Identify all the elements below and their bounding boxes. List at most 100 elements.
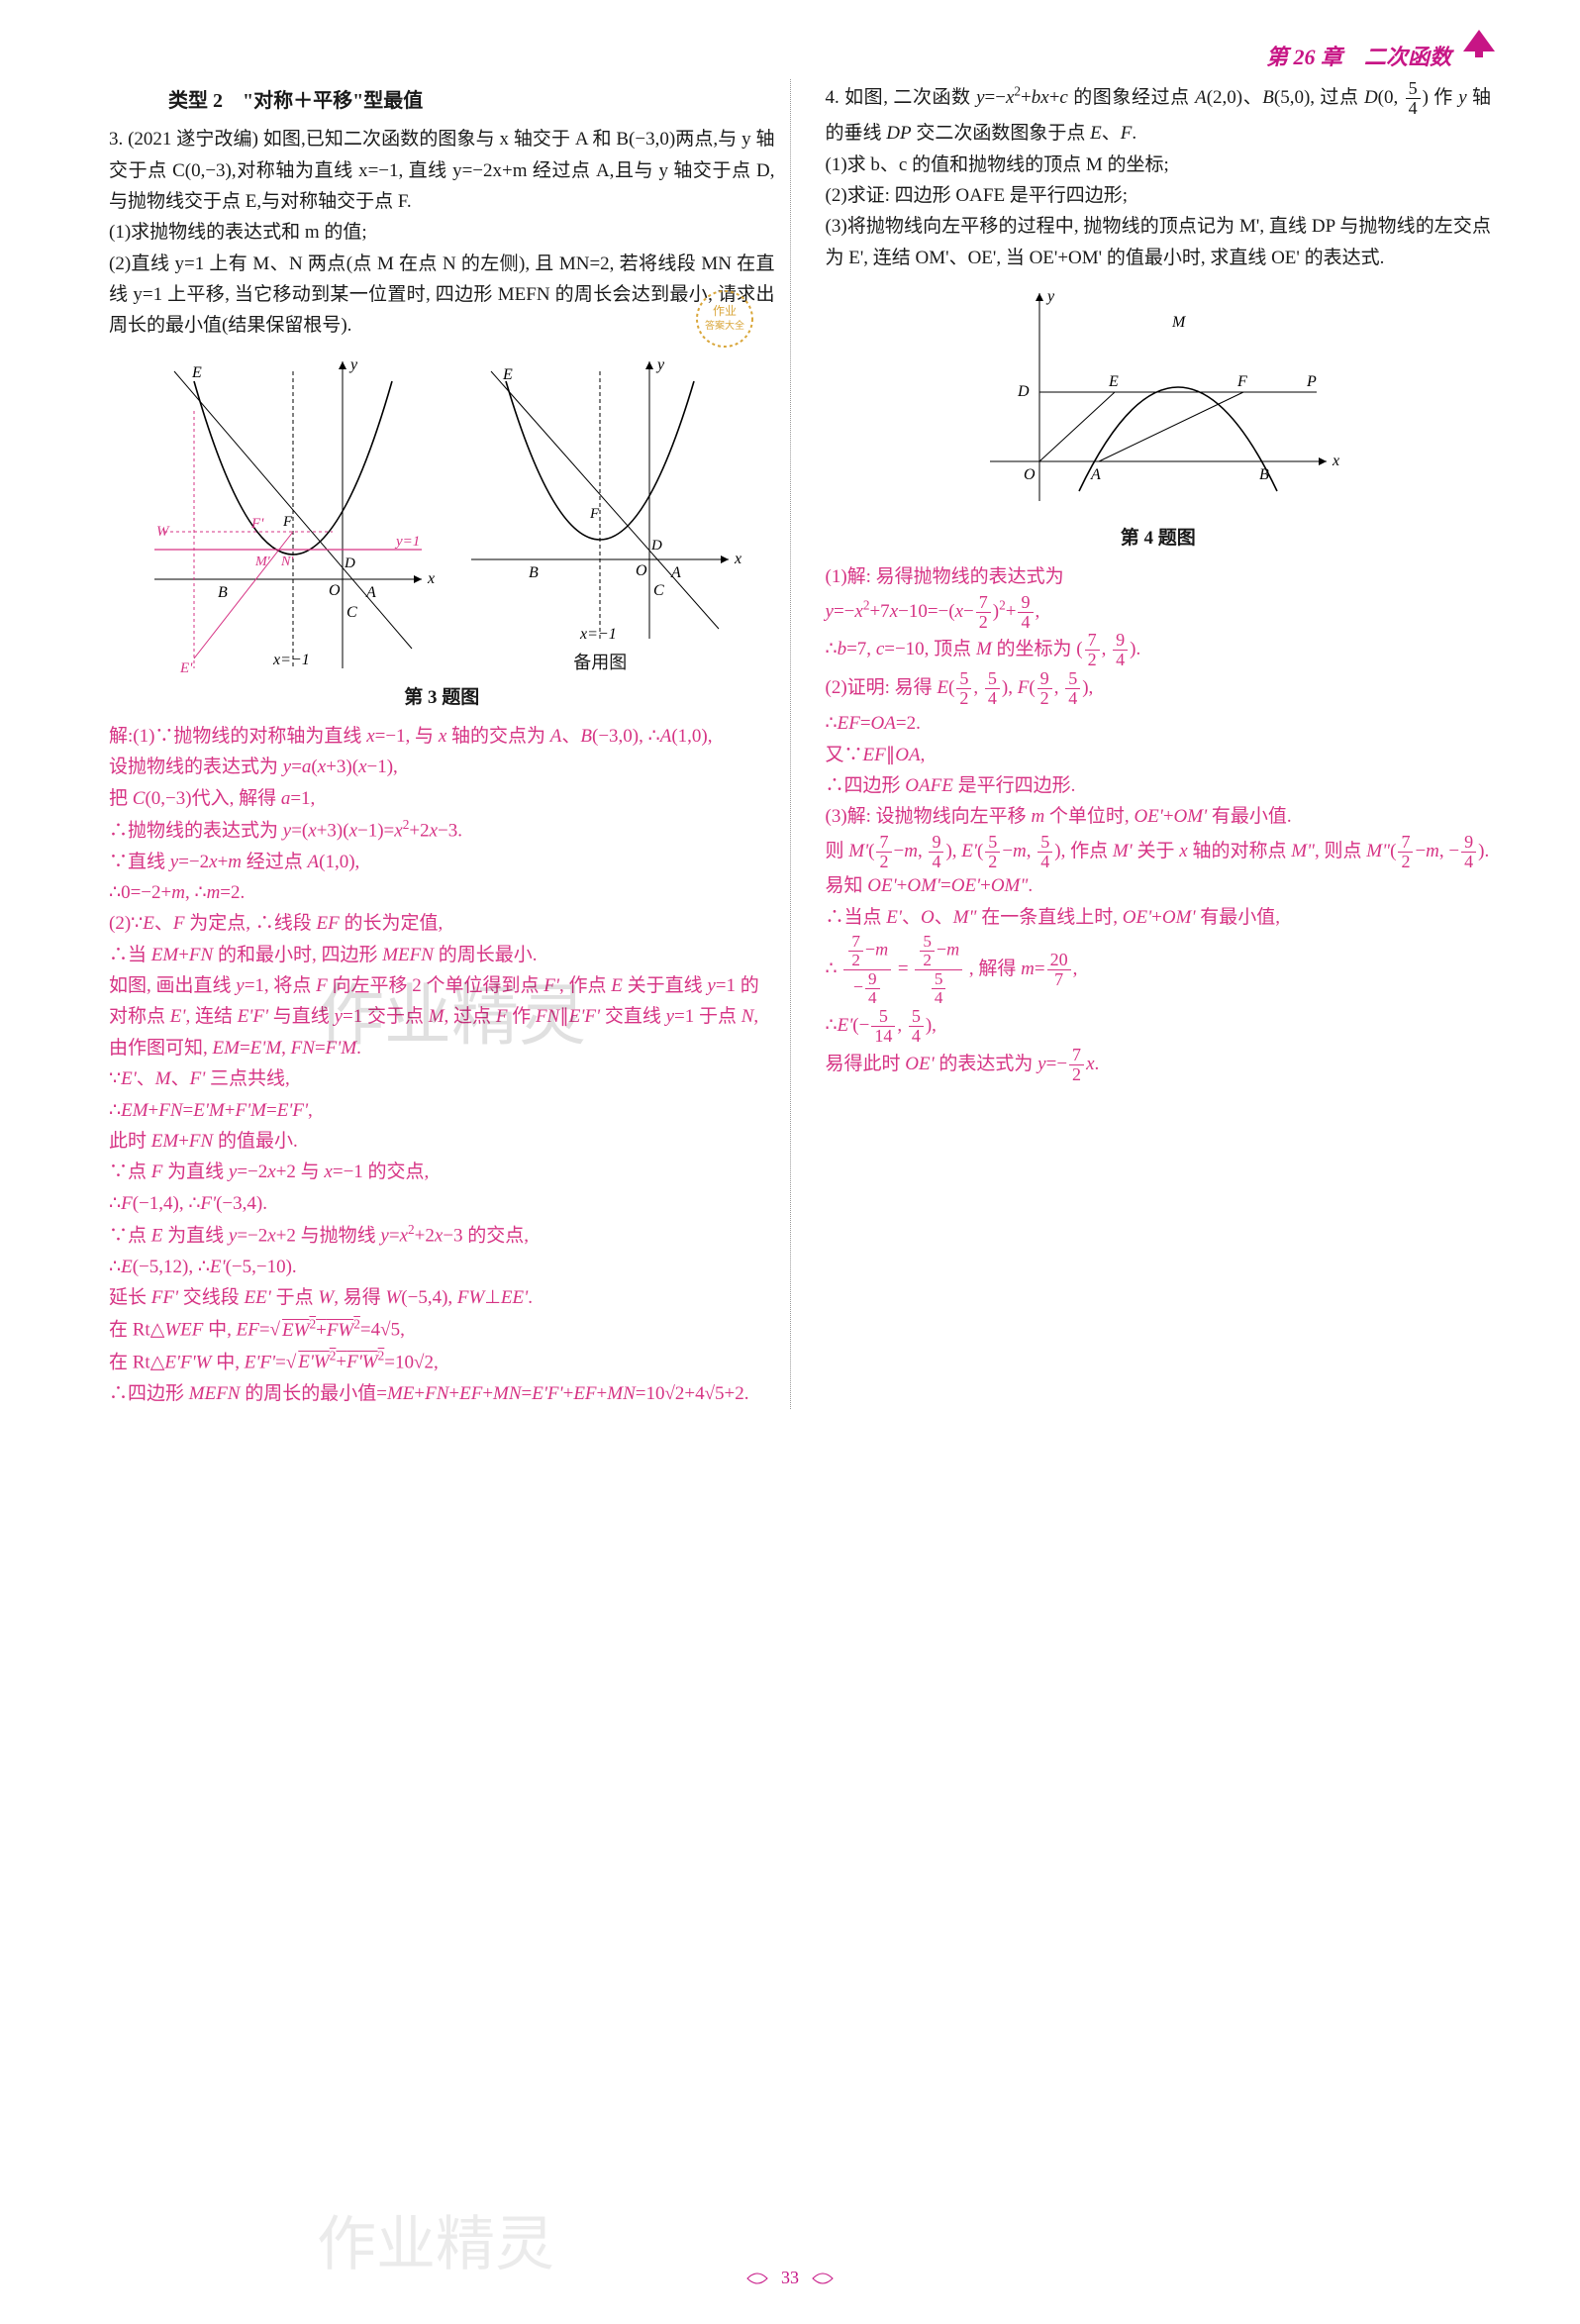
section-title: 类型 2 "对称＋平移"型最值 [168, 85, 775, 118]
svg-text:x: x [734, 551, 741, 567]
svg-text:F: F [282, 514, 293, 530]
svg-text:F: F [1236, 373, 1247, 390]
svg-text:E': E' [179, 660, 193, 676]
sol-line: ∴当点 E'、O、M" 在一条直线上时, OE'+OM' 有最小值, [826, 902, 1492, 933]
svg-text:x: x [427, 570, 435, 587]
sol-line: ∵直线 y=−2x+m 经过点 A(1,0), [109, 847, 775, 877]
problem3-text: 3. (2021 遂宁改编) 如图,已知二次函数的图象与 x 轴交于 A 和 B… [109, 124, 775, 217]
svg-text:A: A [670, 564, 681, 581]
sol-line: 在 Rt△WEF 中, EF=√EW2+FW2=4√5, [109, 1313, 775, 1346]
problem3-figure-backup-wrap: x y O x=−1 E B A C D F 备用图 [451, 352, 748, 678]
problem3-figures: x y O x=−1 y=1 E A B [109, 352, 775, 678]
problem3-q2: (2)直线 y=1 上有 M、N 两点(点 M 在点 N 的左侧), 且 MN=… [109, 249, 775, 342]
sol-line: ∴ 72−m−94 = 52−m54 , 解得 m=207, [826, 933, 1492, 1007]
sol-line: 把 C(0,−3)代入, 解得 a=1, [109, 783, 775, 814]
problem4-number: 4. [826, 87, 839, 108]
page-number: 33 [745, 2262, 835, 2294]
sol-line: 设抛物线的表达式为 y=a(x+3)(x−1), [109, 752, 775, 782]
problem3-fig-subcaption: 备用图 [451, 649, 748, 678]
sol-line: 又∵EF∥OA, [826, 740, 1492, 770]
sol-line: ∴当 EM+FN 的和最小时, 四边形 MEFN 的周长最小. [109, 940, 775, 970]
problem4-fig-caption: 第 4 题图 [826, 523, 1492, 554]
sol-line: ∴四边形 OAFE 是平行四边形. [826, 770, 1492, 801]
sol-line: 此时 EM+FN 的值最小. [109, 1126, 775, 1157]
problem4-q1: (1)求 b、c 的值和抛物线的顶点 M 的坐标; [826, 150, 1492, 180]
page: 第 26 章 二次函数 类型 2 "对称＋平移"型最值 3. (2021 遂宁改… [0, 0, 1580, 2324]
sol-line: ∴抛物线的表达式为 y=(x+3)(x−1)=x2+2x−3. [109, 814, 775, 847]
svg-text:M': M' [254, 555, 271, 569]
sol-line: 解:(1)∵抛物线的对称轴为直线 x=−1, 与 x 轴的交点为 A、B(−3,… [109, 721, 775, 752]
problem4-text: 4. 如图, 二次函数 y=−x2+bx+c 的图象经过点 A(2,0)、B(5… [826, 79, 1492, 149]
svg-text:N': N' [280, 555, 294, 569]
sol-line: 如图, 画出直线 y=1, 将点 F 向左平移 2 个单位得到点 F', 作点 … [109, 970, 775, 1063]
sol-line: ∴EM+FN=E'M+F'M=E'F', [109, 1095, 775, 1126]
sol-line: ∴E(−5,12), ∴E'(−5,−10). [109, 1252, 775, 1282]
problem4-solution: (1)解: 易得抛物线的表达式为 y=−x2+7x−10=−(x−72)2+94… [826, 561, 1492, 1084]
problem3-number: 3. [109, 129, 123, 150]
problem4-figure-wrap: x y O M D P E F A B [826, 273, 1492, 554]
chapter-header: 第 26 章 二次函数 [109, 40, 1491, 75]
sol-line: ∵E'、M、F' 三点共线, [109, 1063, 775, 1094]
svg-text:E: E [502, 366, 513, 383]
problem3-q1: (1)求抛物线的表达式和 m 的值; [109, 217, 775, 248]
problem3-source: (2021 遂宁改编) [128, 129, 258, 150]
right-column: 4. 如图, 二次函数 y=−x2+bx+c 的图象经过点 A(2,0)、B(5… [821, 79, 1492, 1409]
chapter-label: 第 26 章 二次函数 [1266, 45, 1451, 69]
svg-text:y: y [348, 356, 358, 373]
svg-text:O: O [329, 582, 341, 599]
svg-text:C: C [346, 604, 357, 621]
svg-text:y=1: y=1 [394, 534, 420, 550]
problem3-figure-backup: x y O x=−1 E B A C D F [451, 352, 748, 649]
svg-text:D: D [1017, 383, 1030, 400]
svg-text:D: D [650, 538, 662, 554]
sol-line: ∴EF=OA=2. [826, 708, 1492, 739]
svg-text:F': F' [250, 516, 264, 532]
problem3-figure-main: x y O x=−1 y=1 E A B [135, 352, 442, 678]
svg-text:B: B [529, 564, 539, 581]
sol-line: 易得此时 OE' 的表达式为 y=−72x. [826, 1046, 1492, 1084]
sol-line: ∴b=7, c=−10, 顶点 M 的坐标为 (72, 94). [826, 631, 1492, 669]
svg-text:B: B [1259, 466, 1269, 483]
problem3-solution: 解:(1)∵抛物线的对称轴为直线 x=−1, 与 x 轴的交点为 A、B(−3,… [109, 721, 775, 1409]
columns: 类型 2 "对称＋平移"型最值 3. (2021 遂宁改编) 如图,已知二次函数… [109, 79, 1491, 1409]
sol-line: y=−x2+7x−10=−(x−72)2+94, [826, 593, 1492, 632]
svg-text:x: x [1332, 453, 1339, 469]
svg-text:A: A [1090, 466, 1101, 483]
page-number-value: 33 [781, 2268, 799, 2287]
sol-line: 则 M'(72−m, 94), E'(52−m, 54), 作点 M' 关于 x… [826, 833, 1492, 871]
svg-text:x=−1: x=−1 [272, 652, 310, 668]
problem3-fig-caption: 第 3 题图 [109, 682, 775, 713]
sol-line: ∵点 F 为直线 y=−2x+2 与 x=−1 的交点, [109, 1157, 775, 1187]
svg-text:O: O [636, 562, 647, 579]
svg-text:M: M [1171, 314, 1187, 331]
sol-line: 延长 FF' 交线段 EE' 于点 W, 易得 W(−5,4), FW⊥EE'. [109, 1282, 775, 1313]
problem4-figure: x y O M D P E F A B [970, 273, 1346, 521]
watermark-bottom: 作业精灵 [317, 2196, 554, 2294]
book-icon [1457, 20, 1501, 74]
svg-text:W: W [156, 524, 170, 540]
sol-line: (1)解: 易得抛物线的表达式为 [826, 561, 1492, 592]
sol-line: ∵点 E 为直线 y=−2x+2 与抛物线 y=x2+2x−3 的交点, [109, 1219, 775, 1252]
svg-text:B: B [218, 584, 228, 601]
svg-text:F: F [589, 506, 600, 522]
svg-text:x=−1: x=−1 [579, 626, 617, 643]
sol-line: ∴E'(−514, 54), [826, 1007, 1492, 1046]
svg-text:E: E [1108, 373, 1119, 390]
problem4-q3: (3)将抛物线向左平移的过程中, 抛物线的顶点记为 M', 直线 DP 与抛物线… [826, 211, 1492, 273]
svg-text:y: y [655, 356, 665, 373]
problem4-q2: (2)求证: 四边形 OAFE 是平行四边形; [826, 180, 1492, 211]
svg-text:C: C [653, 582, 664, 599]
sol-line: (2)证明: 易得 E(52, 54), F(92, 54), [826, 669, 1492, 708]
sol-line: ∴四边形 MEFN 的周长的最小值=ME+FN+EF+MN=E'F'+EF+MN… [109, 1378, 775, 1409]
sol-line: (3)解: 设抛物线向左平移 m 个单位时, OE'+OM' 有最小值. [826, 801, 1492, 832]
svg-text:D: D [344, 556, 355, 571]
svg-text:P: P [1306, 373, 1317, 390]
left-column: 类型 2 "对称＋平移"型最值 3. (2021 遂宁改编) 如图,已知二次函数… [109, 79, 791, 1409]
sol-line: 易知 OE'+OM'=OE'+OM". [826, 870, 1492, 901]
svg-text:y: y [1045, 288, 1055, 305]
sol-line: ∴0=−2+m, ∴m=2. [109, 877, 775, 908]
sol-line: (2)∵E、F 为定点, ∴线段 EF 的长为定值, [109, 908, 775, 939]
sol-line: 在 Rt△E'F'W 中, E'F'=√E'W2+F'W2=10√2, [109, 1346, 775, 1378]
sol-line: ∴F(−1,4), ∴F'(−3,4). [109, 1188, 775, 1219]
svg-text:O: O [1024, 466, 1036, 483]
